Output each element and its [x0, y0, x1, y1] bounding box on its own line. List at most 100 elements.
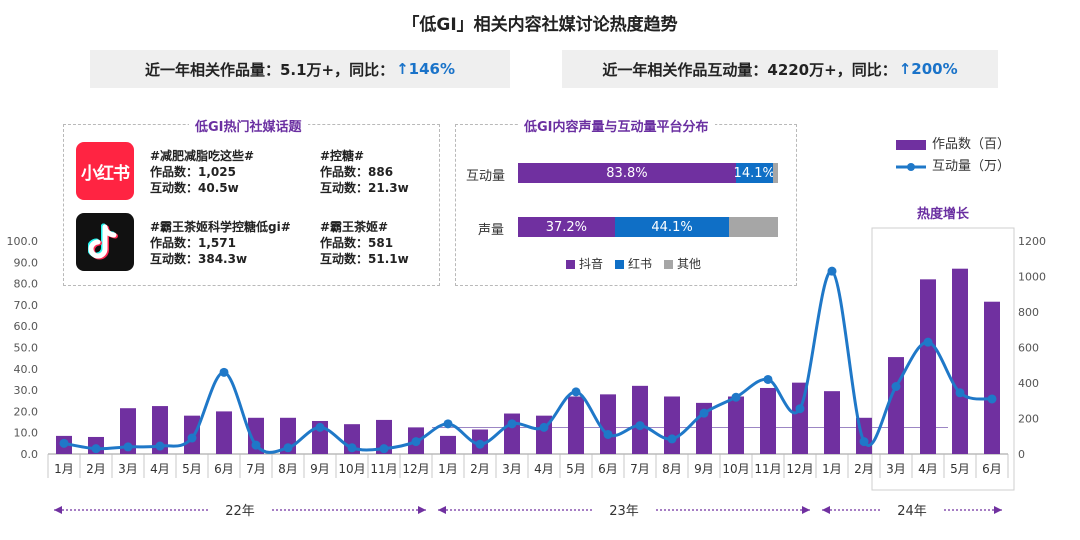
bar	[120, 408, 136, 454]
year-arrow-head-right	[802, 506, 810, 514]
row-label-interaction: 互动量	[466, 169, 506, 184]
topic-works: 作品数：1,571	[150, 236, 236, 250]
line-point	[955, 388, 965, 398]
bar	[536, 415, 552, 454]
x-tick-label: 2月	[86, 462, 106, 476]
platform-panel: 低GI内容声量与互动量平台分布 互动量 声量 83.8% 14.1% 37.2% 44…	[455, 116, 797, 286]
y-left-tick-label: 30.0	[14, 384, 39, 397]
topic-item: #霸王茶姬# 作品数：581 互动数：51.1w	[320, 219, 409, 267]
kpi-interaction-label: 近一年相关作品互动量：4220万+，同比：	[602, 60, 897, 79]
line-point	[283, 443, 293, 453]
legend-douyin: 抖音	[566, 255, 603, 272]
bar	[280, 417, 296, 454]
bar	[600, 394, 616, 454]
legend-hongshu: 红书	[615, 255, 652, 272]
bar	[952, 268, 968, 454]
y-left-tick-label: 20.0	[14, 405, 39, 418]
line-point	[219, 367, 229, 377]
x-tick-label: 5月	[566, 462, 586, 476]
x-tick-label: 12月	[786, 462, 813, 476]
bar	[88, 436, 104, 454]
x-tick-label: 1月	[54, 462, 74, 476]
xiaohongshu-logo-text: 小红书	[81, 163, 130, 184]
bar	[984, 301, 1000, 454]
douyin-logo-icon	[76, 213, 134, 271]
year-label: 23年	[609, 504, 639, 519]
topic-name: #减肥减脂吃这些#	[150, 149, 255, 163]
x-tick-label: 9月	[310, 462, 330, 476]
bar	[344, 424, 360, 454]
kpi-works-label: 近一年相关作品量：5.1万+，同比：	[144, 60, 395, 79]
line-point	[411, 437, 421, 447]
line-point	[59, 438, 69, 448]
x-tick-label: 8月	[278, 462, 298, 476]
kpi-interaction-box: 近一年相关作品互动量：4220万+，同比： ↑200%	[562, 50, 998, 88]
y-left-tick-label: 70.0	[14, 299, 39, 312]
platform-legend: 抖音 红书 其他	[566, 255, 701, 272]
x-tick-label: 2月	[854, 462, 874, 476]
line-point	[891, 382, 901, 392]
x-tick-label: 9月	[694, 462, 714, 476]
platform-bar-segment	[729, 217, 778, 237]
x-tick-label: 7月	[246, 462, 266, 476]
line-point	[987, 394, 997, 404]
y-right-tick-label: 800	[1018, 306, 1039, 319]
x-tick-label: 6月	[982, 462, 1002, 476]
topics-panel-title: 低GI热门社媒话题	[189, 116, 308, 135]
bar	[440, 435, 456, 454]
x-tick-label: 1月	[822, 462, 842, 476]
line-point	[123, 442, 133, 452]
page-title: 「低GI」相关内容社媒讨论热度趋势	[402, 15, 678, 35]
bar	[408, 427, 424, 454]
bar	[856, 417, 872, 454]
line-point	[795, 404, 805, 414]
line-point	[859, 437, 869, 447]
year-arrow-head-left	[438, 506, 446, 514]
line-point	[251, 440, 261, 450]
line-point	[91, 444, 101, 454]
line-point	[635, 421, 645, 431]
line-point	[603, 429, 613, 439]
topic-item: #霸王茶姬科学控糖低gi# 作品数：1,571 互动数：384.3w	[150, 219, 291, 267]
x-tick-label: 7月	[630, 462, 650, 476]
y-right-tick-label: 600	[1018, 342, 1039, 355]
year-arrow-head-right	[418, 506, 426, 514]
line-point	[923, 337, 933, 347]
bar	[792, 382, 808, 454]
line-point	[731, 392, 741, 402]
interaction-line	[63, 269, 993, 454]
x-tick-label: 4月	[918, 462, 938, 476]
y-right-tick-label: 0	[1018, 448, 1025, 461]
topic-name: #霸王茶姬科学控糖低gi#	[150, 220, 291, 234]
y-left-tick-label: 60.0	[14, 320, 39, 333]
y-left-tick-label: 80.0	[14, 278, 39, 291]
topics-panel: 低GI热门社媒话题 小红书 #减肥减脂吃这些# 作品数：1,025 互动数：40…	[63, 116, 440, 286]
line-point	[443, 419, 453, 429]
x-tick-label: 11月	[370, 462, 397, 476]
kpi-interaction-value: ↑200%	[898, 60, 958, 78]
platform-bar-segment: 37.2%	[518, 217, 615, 237]
x-tick-label: 3月	[502, 462, 522, 476]
line-point	[155, 441, 165, 451]
topic-name: #控糖#	[320, 149, 365, 163]
bar	[56, 435, 72, 454]
line-point	[827, 266, 837, 276]
year-arrow-head-right	[994, 506, 1002, 514]
x-tick-label: 6月	[598, 462, 618, 476]
bar	[568, 396, 584, 454]
topic-works: 作品数：581	[320, 236, 394, 250]
kpi-works-box: 近一年相关作品量：5.1万+，同比： ↑146%	[90, 50, 510, 88]
legend-other: 其他	[664, 255, 701, 272]
bar	[760, 387, 776, 454]
bar	[184, 415, 200, 454]
year-label: 24年	[897, 504, 927, 519]
bar	[664, 396, 680, 454]
bar	[920, 279, 936, 454]
heat-growth-box	[871, 227, 1015, 491]
y-left-tick-label: 100.0	[7, 235, 39, 248]
y-right-tick-label: 1200	[1018, 235, 1046, 248]
y-left-tick-label: 90.0	[14, 256, 39, 269]
bar	[376, 419, 392, 454]
topic-interactions: 互动数：21.3w	[320, 181, 409, 195]
year-label: 22年	[225, 504, 255, 519]
